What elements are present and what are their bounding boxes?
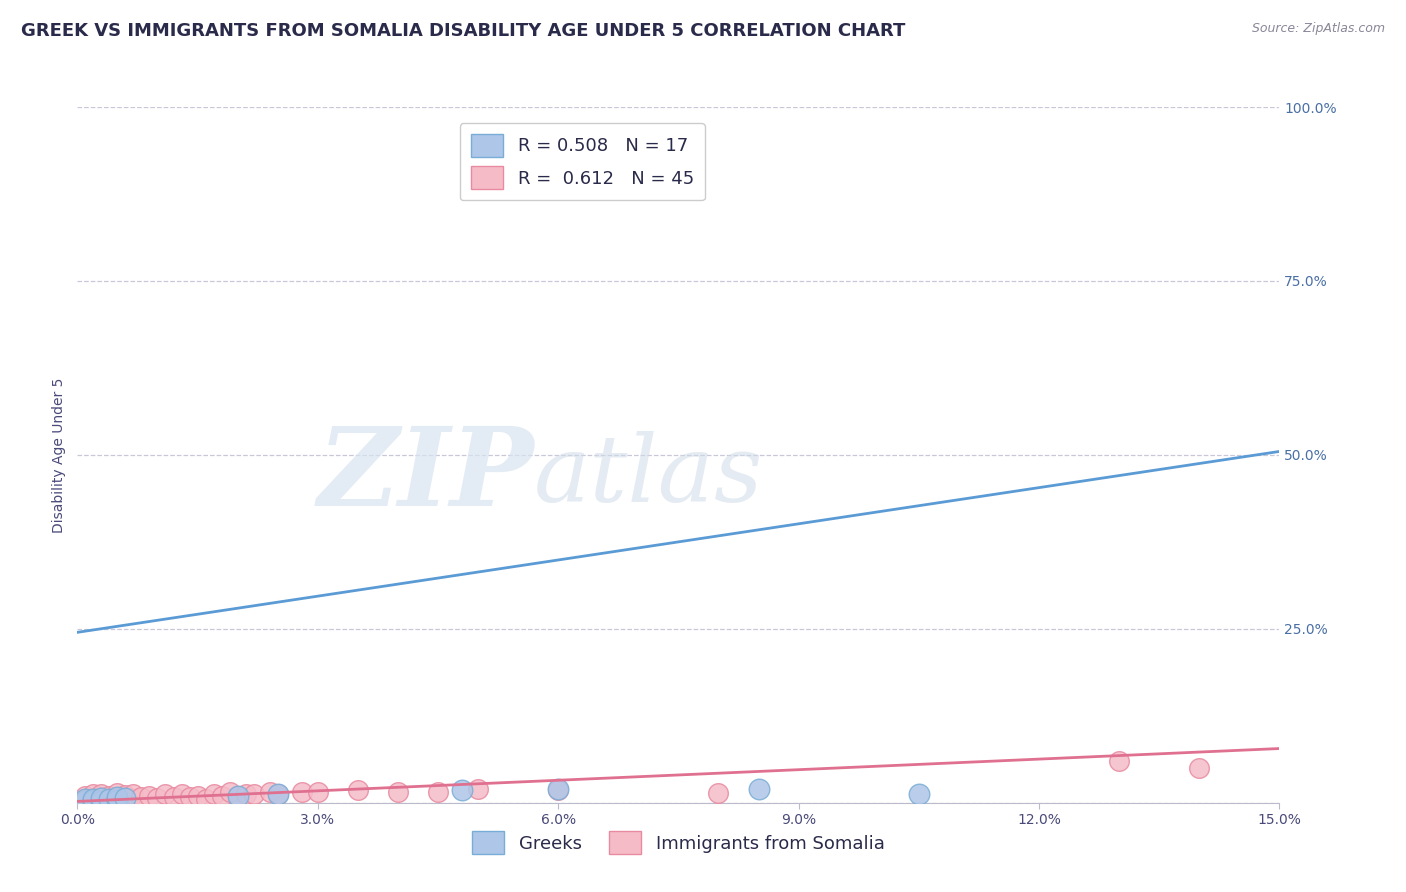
- Point: [138, 789, 160, 803]
- Point: [107, 790, 129, 805]
- Point: [235, 787, 257, 801]
- Text: GREEK VS IMMIGRANTS FROM SOMALIA DISABILITY AGE UNDER 5 CORRELATION CHART: GREEK VS IMMIGRANTS FROM SOMALIA DISABIL…: [21, 22, 905, 40]
- Point: [387, 785, 409, 799]
- Point: [82, 788, 104, 802]
- Point: [211, 789, 233, 803]
- Point: [267, 788, 290, 802]
- Point: [226, 789, 249, 803]
- Point: [547, 783, 569, 797]
- Point: [707, 786, 730, 800]
- Point: [451, 783, 474, 797]
- Point: [114, 791, 136, 805]
- Point: [131, 790, 153, 805]
- Point: [146, 791, 169, 805]
- Point: [82, 794, 104, 808]
- Point: [122, 788, 145, 802]
- Point: [90, 790, 112, 805]
- Point: [186, 789, 209, 803]
- Point: [259, 785, 281, 799]
- Point: [90, 787, 112, 801]
- Point: [107, 786, 129, 800]
- Point: [98, 792, 121, 806]
- Point: [75, 794, 97, 808]
- Point: [75, 789, 97, 803]
- Point: [347, 783, 370, 797]
- Point: [90, 794, 112, 808]
- Point: [427, 785, 450, 799]
- Point: [82, 794, 104, 808]
- Point: [75, 794, 97, 808]
- Point: [748, 781, 770, 796]
- Point: [170, 787, 193, 801]
- Point: [155, 788, 177, 802]
- Point: [467, 781, 489, 796]
- Point: [1188, 761, 1211, 775]
- Text: atlas: atlas: [534, 431, 763, 521]
- Point: [122, 792, 145, 806]
- Point: [692, 86, 714, 100]
- Point: [194, 791, 217, 805]
- Point: [75, 792, 97, 806]
- Point: [307, 785, 329, 799]
- Point: [107, 793, 129, 807]
- Point: [98, 789, 121, 803]
- Point: [107, 793, 129, 807]
- Point: [226, 789, 249, 803]
- Point: [162, 789, 184, 804]
- Point: [90, 791, 112, 805]
- Text: Source: ZipAtlas.com: Source: ZipAtlas.com: [1251, 22, 1385, 36]
- Point: [75, 791, 97, 805]
- Point: [82, 791, 104, 805]
- Point: [1108, 754, 1130, 768]
- Point: [114, 791, 136, 805]
- Point: [267, 788, 290, 802]
- Point: [547, 781, 569, 796]
- Point: [98, 792, 121, 806]
- Point: [242, 788, 264, 802]
- Legend: Greeks, Immigrants from Somalia: Greeks, Immigrants from Somalia: [463, 822, 894, 863]
- Point: [202, 787, 225, 801]
- Point: [291, 785, 314, 799]
- Point: [107, 789, 129, 804]
- Point: [90, 793, 112, 807]
- Point: [218, 785, 240, 799]
- Y-axis label: Disability Age Under 5: Disability Age Under 5: [52, 377, 66, 533]
- Text: ZIP: ZIP: [318, 422, 534, 530]
- Point: [114, 788, 136, 802]
- Point: [908, 788, 931, 802]
- Point: [179, 790, 201, 805]
- Point: [82, 791, 104, 805]
